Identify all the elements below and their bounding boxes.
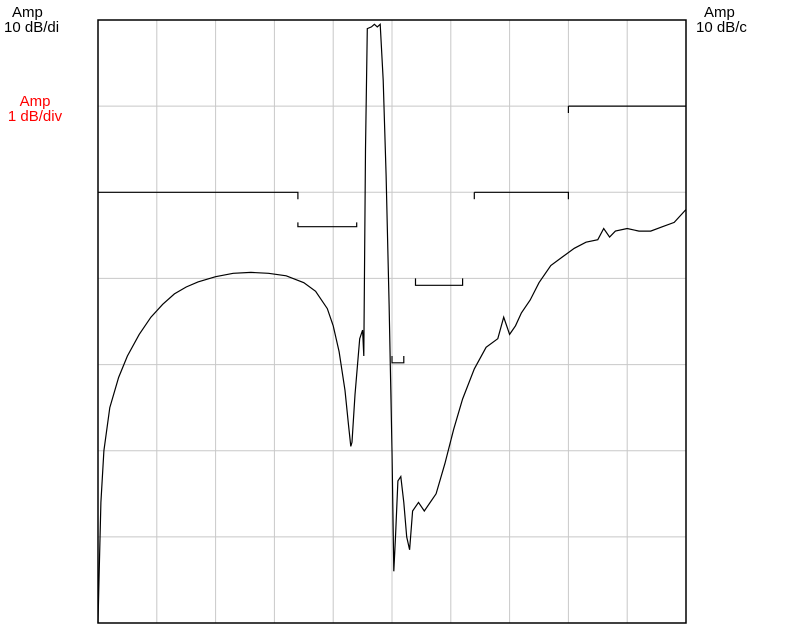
left-amp-red-label: Amp 1 dB/div [0, 94, 70, 124]
limit-mask [98, 105, 686, 364]
left-amp-title: Amp [12, 4, 43, 21]
limit-mask-segment [391, 356, 405, 364]
limit-mask-segment [98, 191, 299, 200]
plot-frame [97, 19, 687, 624]
right-amp-scale: 10 dB/c [696, 19, 747, 35]
left-amp-label: Amp 10 dB/di [4, 5, 74, 35]
limit-mask-segment [414, 278, 464, 286]
left-amp-red-title: Amp [19, 93, 51, 110]
left-amp-scale: 10 dB/di [4, 19, 60, 36]
left-amp-red-scale: 1 dB/div [7, 108, 63, 125]
right-amp-label: Amp 10 dB/c [696, 5, 764, 35]
limit-mask-segment [297, 222, 358, 228]
plot-grid [98, 20, 686, 623]
right-amp-title: Amp [704, 5, 735, 21]
amplitude-trace [97, 23, 687, 624]
limit-mask-segment [474, 191, 570, 200]
